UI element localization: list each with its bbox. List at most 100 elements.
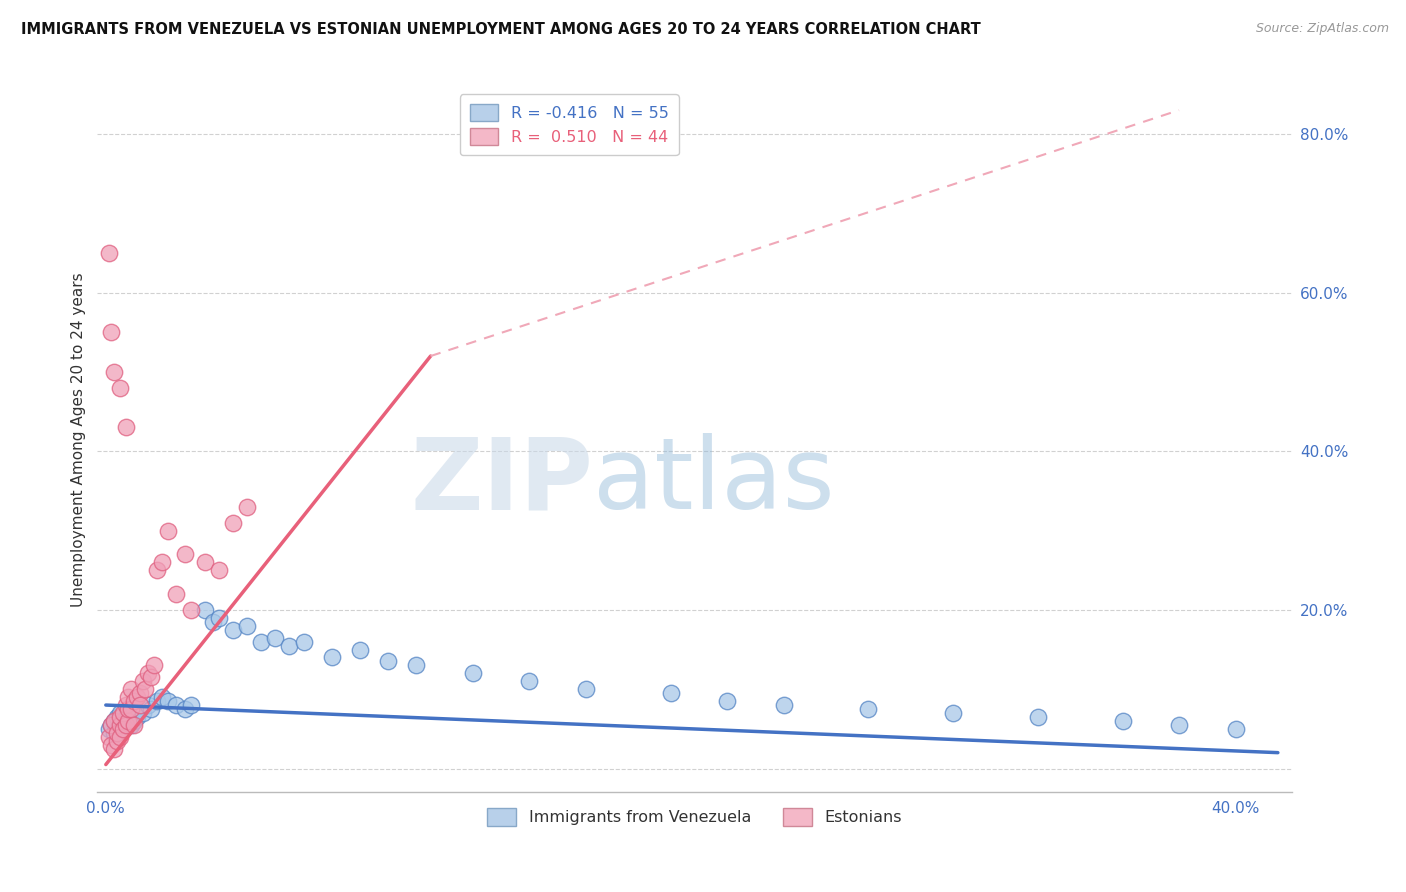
Point bbox=[942, 706, 965, 720]
Point bbox=[114, 718, 136, 732]
Point bbox=[105, 733, 128, 747]
Point bbox=[111, 714, 134, 728]
Text: atlas: atlas bbox=[593, 434, 835, 530]
Point bbox=[122, 694, 145, 708]
Point bbox=[180, 698, 202, 712]
Y-axis label: Unemployment Among Ages 20 to 24 years: Unemployment Among Ages 20 to 24 years bbox=[72, 272, 86, 607]
Point bbox=[120, 702, 142, 716]
Point bbox=[136, 698, 159, 712]
Point bbox=[659, 686, 682, 700]
Point bbox=[117, 702, 139, 716]
Point bbox=[117, 714, 139, 728]
Point bbox=[202, 615, 225, 629]
Text: Source: ZipAtlas.com: Source: ZipAtlas.com bbox=[1256, 22, 1389, 36]
Point bbox=[461, 666, 484, 681]
Point bbox=[97, 730, 120, 744]
Point bbox=[103, 741, 125, 756]
Point bbox=[165, 698, 187, 712]
Point bbox=[139, 670, 162, 684]
Point bbox=[145, 694, 167, 708]
Point bbox=[208, 611, 231, 625]
Point bbox=[772, 698, 794, 712]
Point bbox=[114, 718, 136, 732]
Point bbox=[194, 603, 217, 617]
Text: IMMIGRANTS FROM VENEZUELA VS ESTONIAN UNEMPLOYMENT AMONG AGES 20 TO 24 YEARS COR: IMMIGRANTS FROM VENEZUELA VS ESTONIAN UN… bbox=[21, 22, 981, 37]
Point bbox=[108, 710, 131, 724]
Point bbox=[100, 718, 122, 732]
Point bbox=[134, 682, 156, 697]
Point bbox=[222, 623, 245, 637]
Point bbox=[117, 706, 139, 720]
Point bbox=[120, 718, 142, 732]
Legend: Immigrants from Venezuela, Estonians: Immigrants from Venezuela, Estonians bbox=[479, 800, 910, 834]
Point bbox=[105, 726, 128, 740]
Point bbox=[180, 603, 202, 617]
Point bbox=[236, 618, 259, 632]
Point bbox=[250, 634, 273, 648]
Text: ZIP: ZIP bbox=[411, 434, 593, 530]
Point bbox=[120, 710, 142, 724]
Point bbox=[114, 710, 136, 724]
Point bbox=[150, 690, 173, 705]
Point bbox=[117, 690, 139, 705]
Point bbox=[122, 706, 145, 720]
Point bbox=[145, 563, 167, 577]
Point bbox=[128, 698, 150, 712]
Point bbox=[105, 722, 128, 736]
Point bbox=[208, 563, 231, 577]
Point bbox=[105, 710, 128, 724]
Point bbox=[122, 718, 145, 732]
Point bbox=[278, 639, 301, 653]
Point bbox=[111, 722, 134, 736]
Point bbox=[125, 710, 148, 724]
Point bbox=[150, 555, 173, 569]
Point bbox=[131, 706, 153, 720]
Point bbox=[111, 722, 134, 736]
Point bbox=[108, 718, 131, 732]
Point bbox=[100, 718, 122, 732]
Point bbox=[165, 587, 187, 601]
Point bbox=[264, 631, 287, 645]
Point bbox=[519, 674, 541, 689]
Point bbox=[1026, 710, 1049, 724]
Point bbox=[136, 666, 159, 681]
Point bbox=[174, 702, 197, 716]
Point bbox=[716, 694, 738, 708]
Point bbox=[1225, 722, 1247, 736]
Point bbox=[128, 686, 150, 700]
Point bbox=[103, 726, 125, 740]
Point bbox=[100, 325, 122, 339]
Point bbox=[122, 714, 145, 728]
Point bbox=[108, 381, 131, 395]
Point bbox=[128, 698, 150, 712]
Point bbox=[131, 674, 153, 689]
Point bbox=[108, 706, 131, 720]
Point bbox=[174, 547, 197, 561]
Point bbox=[103, 714, 125, 728]
Point bbox=[349, 642, 371, 657]
Point bbox=[1111, 714, 1133, 728]
Point bbox=[1168, 718, 1191, 732]
Point bbox=[222, 516, 245, 530]
Point bbox=[122, 702, 145, 716]
Point bbox=[114, 698, 136, 712]
Point bbox=[142, 658, 165, 673]
Point bbox=[114, 420, 136, 434]
Point bbox=[108, 730, 131, 744]
Point bbox=[575, 682, 598, 697]
Point bbox=[97, 722, 120, 736]
Point bbox=[236, 500, 259, 514]
Point bbox=[321, 650, 343, 665]
Point bbox=[139, 702, 162, 716]
Point bbox=[194, 555, 217, 569]
Point bbox=[97, 246, 120, 260]
Point bbox=[108, 718, 131, 732]
Point bbox=[111, 706, 134, 720]
Point bbox=[117, 714, 139, 728]
Point bbox=[156, 524, 179, 538]
Point bbox=[103, 714, 125, 728]
Point bbox=[103, 365, 125, 379]
Point bbox=[120, 682, 142, 697]
Point bbox=[292, 634, 315, 648]
Point bbox=[405, 658, 427, 673]
